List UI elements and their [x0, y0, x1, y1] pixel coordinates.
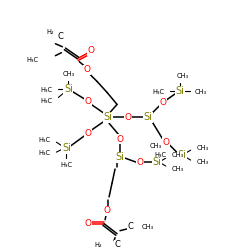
Text: Si: Si: [152, 157, 161, 167]
Text: Si: Si: [175, 86, 184, 97]
Text: Si: Si: [177, 150, 186, 160]
Text: C: C: [114, 240, 120, 249]
Text: CH₃: CH₃: [142, 224, 154, 230]
Text: O: O: [88, 46, 95, 55]
Text: O: O: [85, 97, 92, 106]
Text: O: O: [124, 113, 132, 122]
Text: O: O: [116, 135, 123, 144]
Text: CH₃: CH₃: [194, 90, 207, 96]
Text: H₂: H₂: [46, 29, 54, 35]
Text: Si: Si: [144, 112, 152, 122]
Text: H₃C: H₃C: [38, 137, 50, 143]
Text: O: O: [85, 129, 92, 138]
Text: CH₃: CH₃: [62, 70, 74, 76]
Text: H₃C: H₃C: [153, 90, 165, 96]
Text: CH₃: CH₃: [150, 143, 162, 149]
Text: Si: Si: [104, 112, 112, 122]
Text: O: O: [159, 98, 166, 107]
Text: Si: Si: [62, 143, 71, 153]
Text: CH₃: CH₃: [172, 166, 184, 172]
Text: H₂: H₂: [94, 242, 102, 248]
Text: H₃C: H₃C: [60, 162, 72, 168]
Text: H₃C: H₃C: [155, 152, 167, 158]
Text: H₃C: H₃C: [38, 150, 50, 156]
Text: C: C: [58, 32, 63, 41]
Text: CH₃: CH₃: [176, 72, 189, 78]
Text: Si: Si: [64, 84, 73, 94]
Text: O: O: [104, 206, 110, 215]
Text: O: O: [136, 158, 143, 166]
Text: CH₃: CH₃: [196, 159, 209, 165]
Text: O: O: [162, 138, 169, 147]
Text: Si: Si: [116, 152, 124, 162]
Text: H₃C: H₃C: [40, 88, 52, 94]
Text: O: O: [84, 65, 91, 74]
Text: CH₃: CH₃: [196, 145, 209, 151]
Text: O: O: [85, 219, 92, 228]
Text: CH₃: CH₃: [172, 152, 184, 158]
Text: H₃C: H₃C: [26, 57, 38, 63]
Text: C: C: [127, 222, 133, 231]
Text: H₃C: H₃C: [40, 98, 52, 104]
